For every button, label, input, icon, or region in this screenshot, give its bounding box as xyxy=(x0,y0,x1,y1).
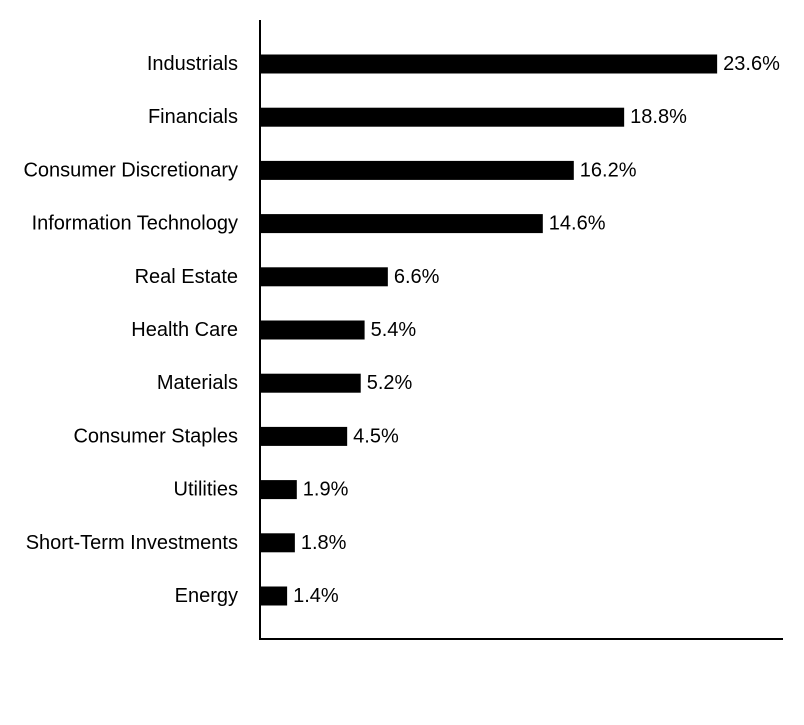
bar-utilities xyxy=(260,480,297,500)
value-label-materials: 5.2% xyxy=(367,372,413,394)
value-label-information-technology: 14.6% xyxy=(549,213,606,235)
value-label-health-care: 5.4% xyxy=(371,319,417,341)
bar-real-estate xyxy=(260,267,388,287)
value-label-short-term-investments: 1.8% xyxy=(301,532,347,554)
category-label-materials: Materials xyxy=(157,372,238,394)
bar-consumer-staples xyxy=(260,426,348,446)
category-label-industrials: Industrials xyxy=(147,53,238,75)
bar-consumer-discretionary xyxy=(260,160,574,180)
category-label-consumer-staples: Consumer Staples xyxy=(73,425,238,447)
value-label-energy: 1.4% xyxy=(293,585,339,607)
bar-short-term-investments xyxy=(260,533,295,553)
bars-layer xyxy=(260,54,718,606)
category-label-utilities: Utilities xyxy=(174,479,238,501)
value-label-real-estate: 6.6% xyxy=(394,266,440,288)
value-label-utilities: 1.9% xyxy=(303,479,349,501)
category-label-information-technology: Information Technology xyxy=(32,213,238,235)
bar-information-technology xyxy=(260,214,543,234)
category-labels-layer: Industrials Financials Consumer Discretion… xyxy=(23,53,238,607)
category-label-real-estate: Real Estate xyxy=(135,266,238,288)
bar-materials xyxy=(260,373,361,393)
category-label-financials: Financials xyxy=(148,106,238,128)
category-label-consumer-discretionary: Consumer Discretionary xyxy=(23,159,238,181)
category-label-short-term-investments: Short-Term Investments xyxy=(26,532,238,554)
category-label-energy: Energy xyxy=(175,585,238,607)
bar-financials xyxy=(260,107,625,127)
value-label-industrials: 23.6% xyxy=(723,53,780,75)
value-label-consumer-staples: 4.5% xyxy=(353,425,399,447)
value-labels-layer: 23.6% 18.8% 16.2% 14.6% 6.6% 5.4% 5.2% 4.5% 1.9%… xyxy=(293,53,780,607)
bar-health-care xyxy=(260,320,365,340)
value-label-consumer-discretionary: 16.2% xyxy=(580,159,637,181)
category-label-health-care: Health Care xyxy=(131,319,238,341)
bar-energy xyxy=(260,586,288,606)
value-label-financials: 18.8% xyxy=(630,106,687,128)
bar-industrials xyxy=(260,54,718,74)
